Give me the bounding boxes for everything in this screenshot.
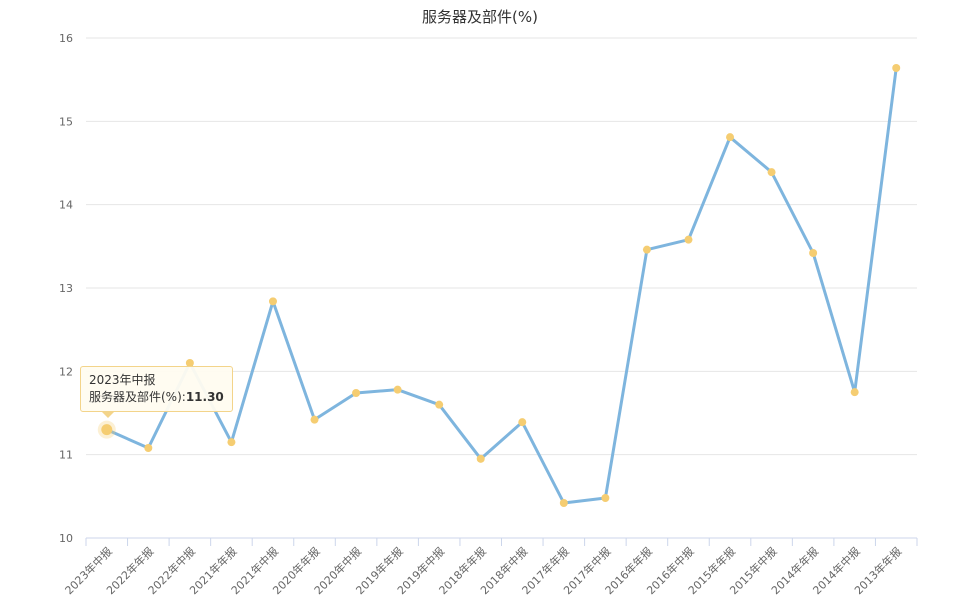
tooltip-value: 11.30 [185,390,224,404]
data-point [767,168,776,177]
data-point [435,400,444,409]
y-tick-label: 16 [59,32,73,45]
y-tick-label: 12 [59,365,73,378]
y-tick-label: 14 [59,199,73,212]
data-point [850,388,859,397]
data-point [809,249,818,257]
data-point [684,235,693,244]
chart-title: 服务器及部件(%) [422,8,538,26]
series-line [106,67,898,505]
data-point [559,499,568,507]
tooltip: 2023年中报 服务器及部件(%):11.30 [80,366,233,418]
tooltip-label: 服务器及部件(%) [89,390,182,404]
data-point [101,424,113,436]
data-point [393,385,402,394]
y-tick-label: 11 [59,449,73,462]
data-point [310,415,319,424]
data-point [892,64,901,72]
y-tick-label: 15 [59,115,73,128]
tooltip-category: 2023年中报 [89,373,156,387]
y-tick-label: 10 [59,532,73,545]
data-point [518,418,527,427]
data-point [185,359,194,367]
data-point [268,297,277,306]
data-point [476,454,485,463]
y-tick-label: 13 [59,282,73,295]
data-point [642,245,651,254]
data-point [352,389,361,397]
data-point [144,444,153,452]
data-point [726,133,735,142]
data-point [227,438,236,447]
data-point [601,494,610,502]
